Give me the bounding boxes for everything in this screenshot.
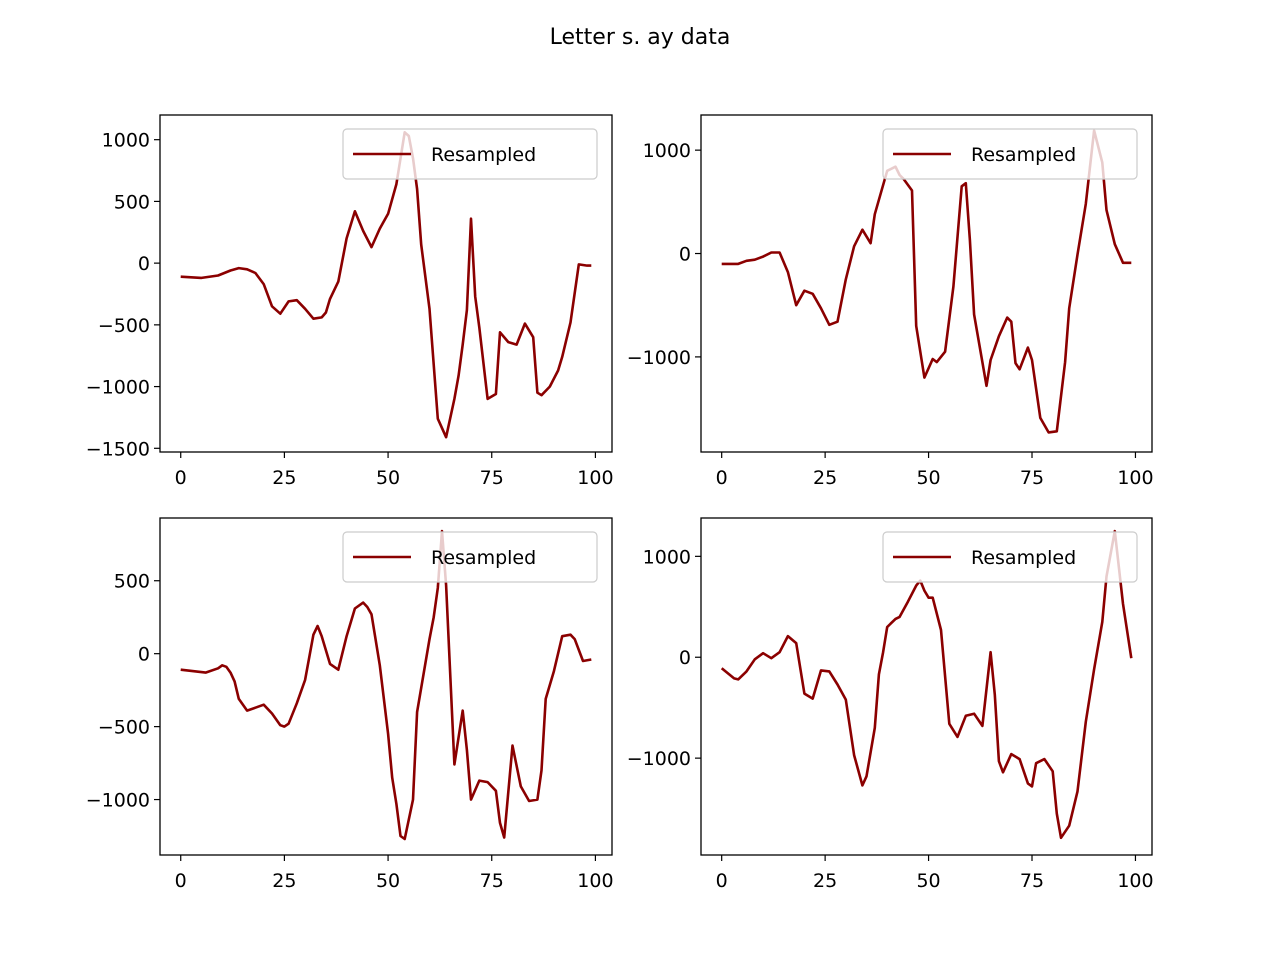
x-tick-label: 75 [1020, 870, 1044, 892]
x-tick-label: 100 [577, 467, 613, 489]
series-line-resampled [721, 129, 1132, 434]
legend-label: Resampled [431, 144, 536, 166]
x-tick-label: 25 [272, 870, 296, 892]
subplot-grid: 0 25 50 75 100−1500−1000−50005001000Resample… [86, 114, 1154, 892]
y-tick-label: 1000 [643, 140, 691, 162]
x-tick-label: 100 [1117, 870, 1153, 892]
x-tick-label: 0 [716, 870, 728, 892]
y-tick-label: 0 [138, 253, 150, 275]
axes-frame [159, 114, 613, 453]
y-tick-label: −1000 [627, 748, 691, 770]
y-tick-label: −1500 [86, 438, 150, 460]
legend-box [882, 531, 1138, 583]
x-tick-label: 0 [716, 467, 728, 489]
x-tick-label: 50 [916, 870, 940, 892]
legend-box [342, 128, 598, 180]
x-tick-label: 25 [272, 467, 296, 489]
x-tick-label: 100 [1117, 467, 1153, 489]
legend-label: Resampled [971, 144, 1076, 166]
x-tick-label: 75 [1020, 467, 1044, 489]
x-tick-label: 50 [916, 467, 940, 489]
x-tick-label: 75 [480, 870, 504, 892]
x-tick-label: 100 [577, 870, 613, 892]
x-tick-label: 25 [813, 870, 837, 892]
y-tick-label: −1000 [86, 377, 150, 399]
subplot-2: 0 25 50 75 100 −1000 0 1000 Resampled [627, 114, 1154, 489]
y-tick-label: 1000 [643, 546, 691, 568]
axes-frame [159, 517, 613, 856]
y-tick-label: 500 [114, 571, 150, 593]
legend-label: Resampled [431, 547, 536, 569]
axes-frame [700, 517, 1153, 856]
series-line-resampled [180, 529, 592, 841]
y-tick-label: 1000 [102, 130, 150, 152]
legend-box [882, 128, 1138, 180]
legend-label: Resampled [971, 547, 1076, 569]
x-tick-label: 25 [813, 467, 837, 489]
x-tick-label: 75 [480, 467, 504, 489]
y-tick-label: 0 [138, 644, 150, 666]
y-tick-label: −1000 [86, 790, 150, 812]
y-tick-label: −500 [98, 717, 150, 739]
x-tick-label: 0 [175, 870, 187, 892]
y-tick-label: 0 [679, 244, 691, 266]
figure-title: Letter s. ay data [550, 25, 731, 50]
subplot-1: 0 25 50 75 100 −1500 −1000 −500 0 500 1000 Resample… [86, 114, 614, 489]
y-tick-label: −500 [98, 315, 150, 337]
y-tick-label: −1000 [627, 347, 691, 369]
subplot-3: 0 25 50 75 100 −1000 −500 0 500 Resampled [86, 517, 614, 892]
series-line-resampled [720, 529, 1133, 840]
x-tick-label: 50 [376, 467, 400, 489]
x-tick-label: 0 [175, 467, 187, 489]
subplot-4: 0 25 50 75 100 −1000 0 1000 Resampled [627, 517, 1154, 892]
x-tick-label: 50 [376, 870, 400, 892]
y-tick-label: 0 [679, 647, 691, 669]
legend-box [342, 531, 598, 583]
axes-frame [700, 114, 1153, 453]
y-tick-label: 500 [114, 191, 150, 213]
